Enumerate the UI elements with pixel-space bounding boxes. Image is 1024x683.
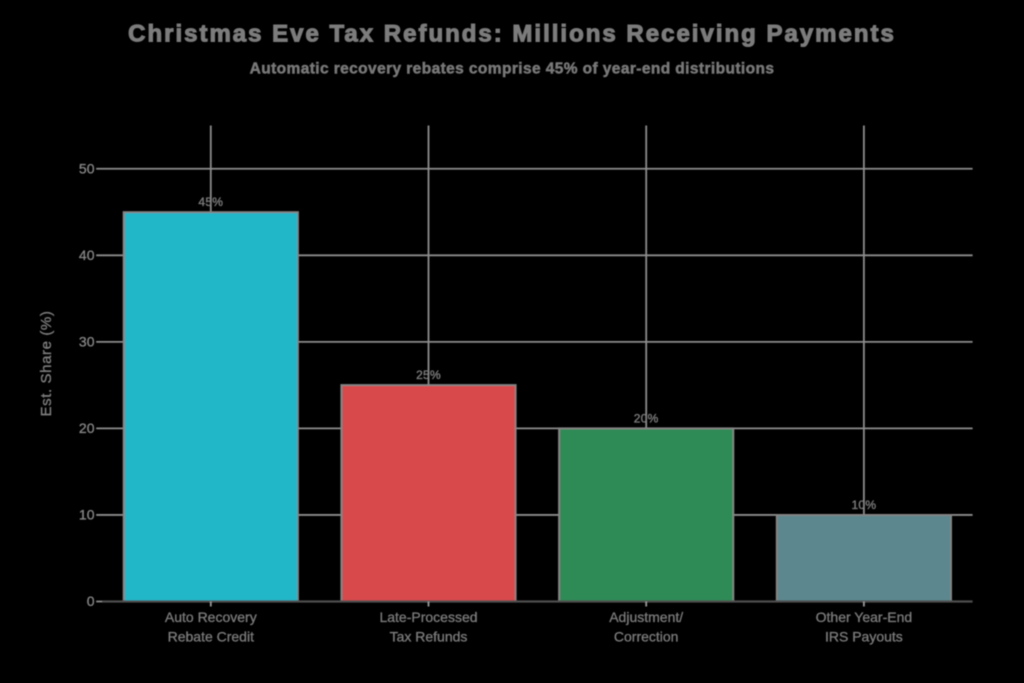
svg-text:Rebate Credit: Rebate Credit — [168, 628, 254, 644]
svg-text:40: 40 — [79, 247, 95, 263]
svg-text:20%: 20% — [634, 411, 659, 425]
svg-text:IRS Payouts: IRS Payouts — [825, 628, 903, 644]
svg-text:Tax Refunds: Tax Refunds — [390, 628, 468, 644]
svg-text:Auto Recovery: Auto Recovery — [165, 609, 257, 625]
svg-text:Est. Share (%): Est. Share (%) — [38, 311, 55, 417]
svg-text:30: 30 — [79, 333, 95, 349]
svg-text:20: 20 — [79, 420, 95, 436]
svg-text:Correction: Correction — [614, 628, 679, 644]
svg-text:Christmas Eve Tax Refunds: Mil: Christmas Eve Tax Refunds: Millions Rece… — [128, 21, 896, 48]
svg-text:50: 50 — [79, 160, 95, 176]
svg-text:0: 0 — [87, 593, 95, 609]
svg-text:25%: 25% — [416, 368, 441, 382]
svg-text:Other Year-End: Other Year-End — [816, 609, 913, 625]
svg-text:Automatic recovery rebates com: Automatic recovery rebates comprise 45% … — [250, 61, 775, 78]
svg-text:Adjustment/: Adjustment/ — [609, 609, 683, 625]
svg-text:10: 10 — [79, 507, 95, 523]
svg-text:45%: 45% — [198, 195, 223, 209]
svg-text:10%: 10% — [852, 498, 877, 512]
svg-text:Late-Processed: Late-Processed — [379, 609, 477, 625]
